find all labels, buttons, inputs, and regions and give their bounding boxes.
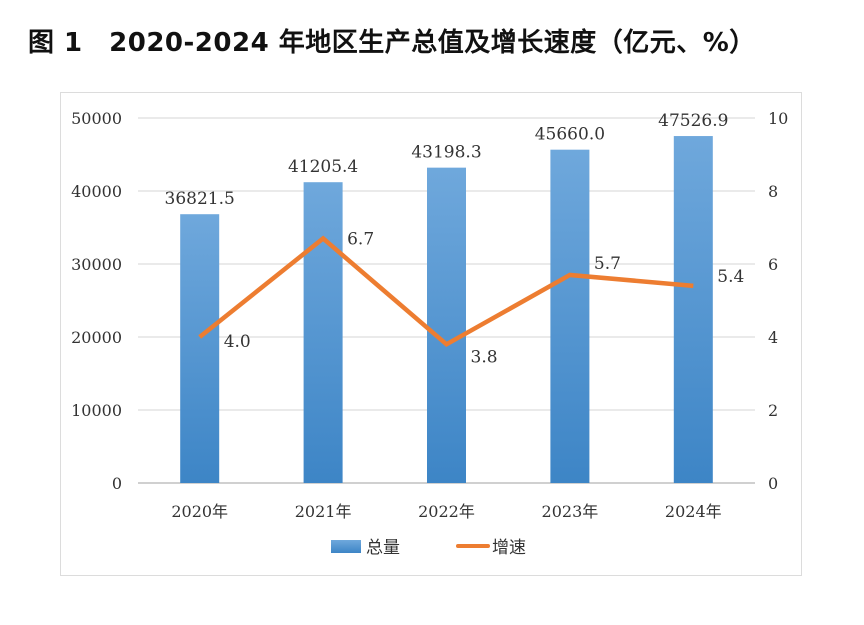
line-data-label: 5.4 bbox=[717, 267, 744, 287]
bar bbox=[427, 167, 466, 483]
legend-swatch-bar bbox=[331, 540, 361, 553]
bar bbox=[673, 136, 713, 483]
left-axis-tick: 40000 bbox=[71, 182, 122, 201]
line-data-label: 3.8 bbox=[471, 347, 498, 367]
left-axis-tick: 10000 bbox=[71, 401, 122, 420]
left-axis-tick: 20000 bbox=[71, 328, 122, 347]
right-axis-tick: 6 bbox=[768, 255, 778, 274]
x-axis-tick: 2023年 bbox=[542, 502, 599, 521]
left-axis-tick: 0 bbox=[112, 474, 122, 493]
bar bbox=[180, 214, 220, 483]
chart-title: 图 1 2020-2024 年地区生产总值及增长速度（亿元、%） bbox=[28, 28, 756, 58]
legend-label-line: 增速 bbox=[492, 538, 526, 558]
right-axis-tick: 2 bbox=[768, 401, 778, 420]
legend-label-bar: 总量 bbox=[366, 538, 400, 558]
chart-frame bbox=[60, 92, 802, 576]
bar bbox=[303, 182, 343, 484]
left-axis-tick: 50000 bbox=[71, 109, 122, 128]
line-data-label: 5.7 bbox=[594, 254, 621, 274]
x-axis-tick: 2024年 bbox=[665, 502, 722, 521]
left-axis-tick: 30000 bbox=[71, 255, 122, 274]
right-axis-tick: 10 bbox=[768, 109, 788, 128]
bar bbox=[550, 149, 590, 483]
right-axis-tick: 0 bbox=[768, 474, 778, 493]
line-data-label: 4.0 bbox=[224, 332, 251, 352]
x-axis-tick: 2022年 bbox=[418, 502, 475, 521]
x-axis-tick: 2020年 bbox=[171, 502, 228, 521]
bar-data-label: 47526.9 bbox=[658, 111, 728, 131]
bar-data-label: 45660.0 bbox=[535, 125, 605, 145]
bar-data-label: 36821.5 bbox=[165, 189, 235, 209]
bar-data-label: 43198.3 bbox=[411, 143, 481, 163]
right-axis-tick: 8 bbox=[768, 182, 778, 201]
line-data-label: 6.7 bbox=[347, 229, 374, 249]
bar-data-label: 41205.4 bbox=[288, 157, 358, 177]
right-axis-tick: 4 bbox=[768, 328, 778, 347]
x-axis-tick: 2021年 bbox=[295, 502, 352, 521]
